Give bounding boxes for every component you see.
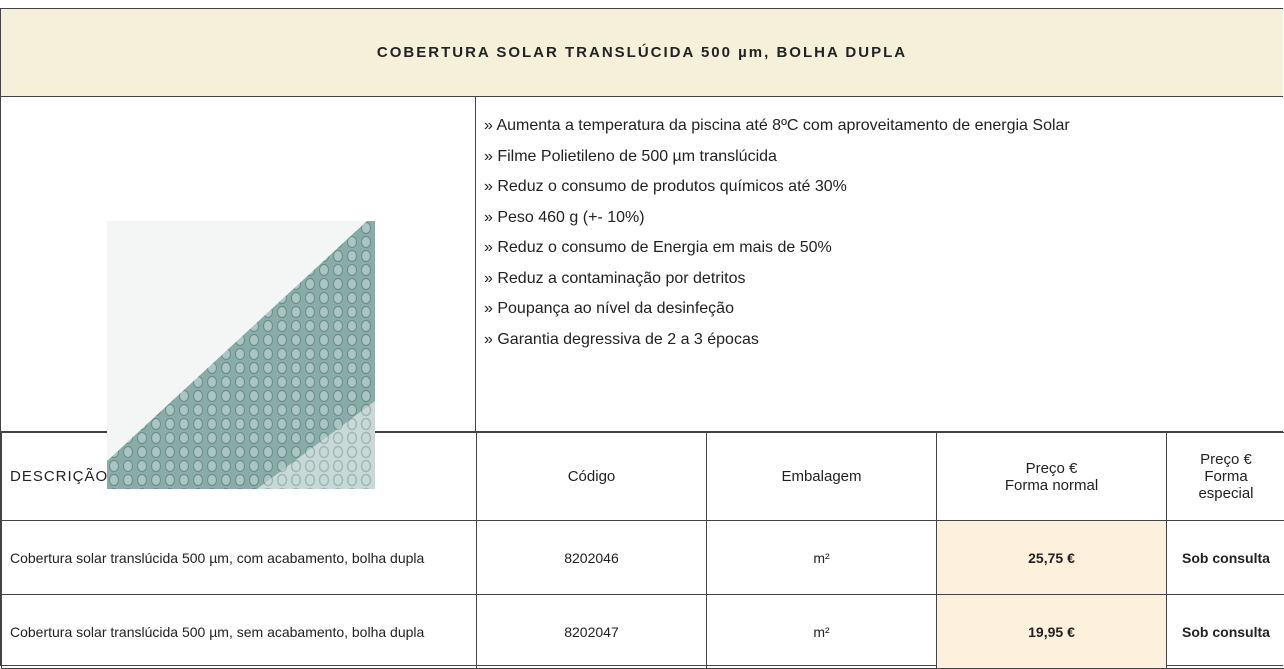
cell: 25,75 € <box>937 521 1167 595</box>
cell: 8202046 <box>477 521 707 595</box>
image-cell <box>1 97 476 431</box>
feature-item: » Reduz o consumo de produtos químicos a… <box>484 172 1070 203</box>
header-line: Preço € <box>1175 451 1277 468</box>
product-image <box>107 221 375 489</box>
feature-item: » Reduz a contaminação por detritos <box>484 264 1070 295</box>
title: COBERTURA SOLAR TRANSLÚCIDA 500 µm, BOLH… <box>1 9 1283 97</box>
header-line: Embalagem <box>715 468 928 485</box>
cell: Cobertura solar translúcida 500 µm, sem … <box>2 595 477 669</box>
cell: Cobertura solar translúcida 500 µm, com … <box>2 521 477 595</box>
cell: m² <box>707 595 937 669</box>
feature-item: » Filme Polietileno de 500 µm translúcid… <box>484 142 1070 173</box>
cell: Sob consulta <box>1167 521 1284 595</box>
feature-item: » Peso 460 g (+- 10%) <box>484 203 1070 234</box>
header-line: Código <box>485 468 698 485</box>
product-sheet: COBERTURA SOLAR TRANSLÚCIDA 500 µm, BOLH… <box>0 8 1283 666</box>
cell: Sob consulta <box>1167 595 1284 669</box>
header-line: Forma especial <box>1175 468 1277 502</box>
column-header: Preço €Forma especial <box>1167 433 1284 521</box>
header-line: Forma normal <box>945 477 1158 494</box>
feature-item: » Garantia degressiva de 2 a 3 épocas <box>484 325 1070 356</box>
cell: 8202047 <box>477 595 707 669</box>
feature-item: » Poupança ao nível da desinfeção <box>484 294 1070 325</box>
product-row: Cobertura solar translúcida 500 µm, com … <box>2 521 1284 595</box>
column-header: Preço €Forma normal <box>937 433 1167 521</box>
feature-section: » Aumenta a temperatura da piscina até 8… <box>1 97 1283 432</box>
feature-item: » Reduz o consumo de Energia em mais de … <box>484 233 1070 264</box>
product-row: Cobertura solar translúcida 500 µm, sem … <box>2 595 1284 669</box>
column-header: Embalagem <box>707 433 937 521</box>
cell: 19,95 € <box>937 595 1167 669</box>
cell: m² <box>707 521 937 595</box>
column-header: Código <box>477 433 707 521</box>
feature-item: » Aumenta a temperatura da piscina até 8… <box>484 111 1070 142</box>
header-line: Preço € <box>945 460 1158 477</box>
feature-list: » Aumenta a temperatura da piscina até 8… <box>476 97 1070 431</box>
